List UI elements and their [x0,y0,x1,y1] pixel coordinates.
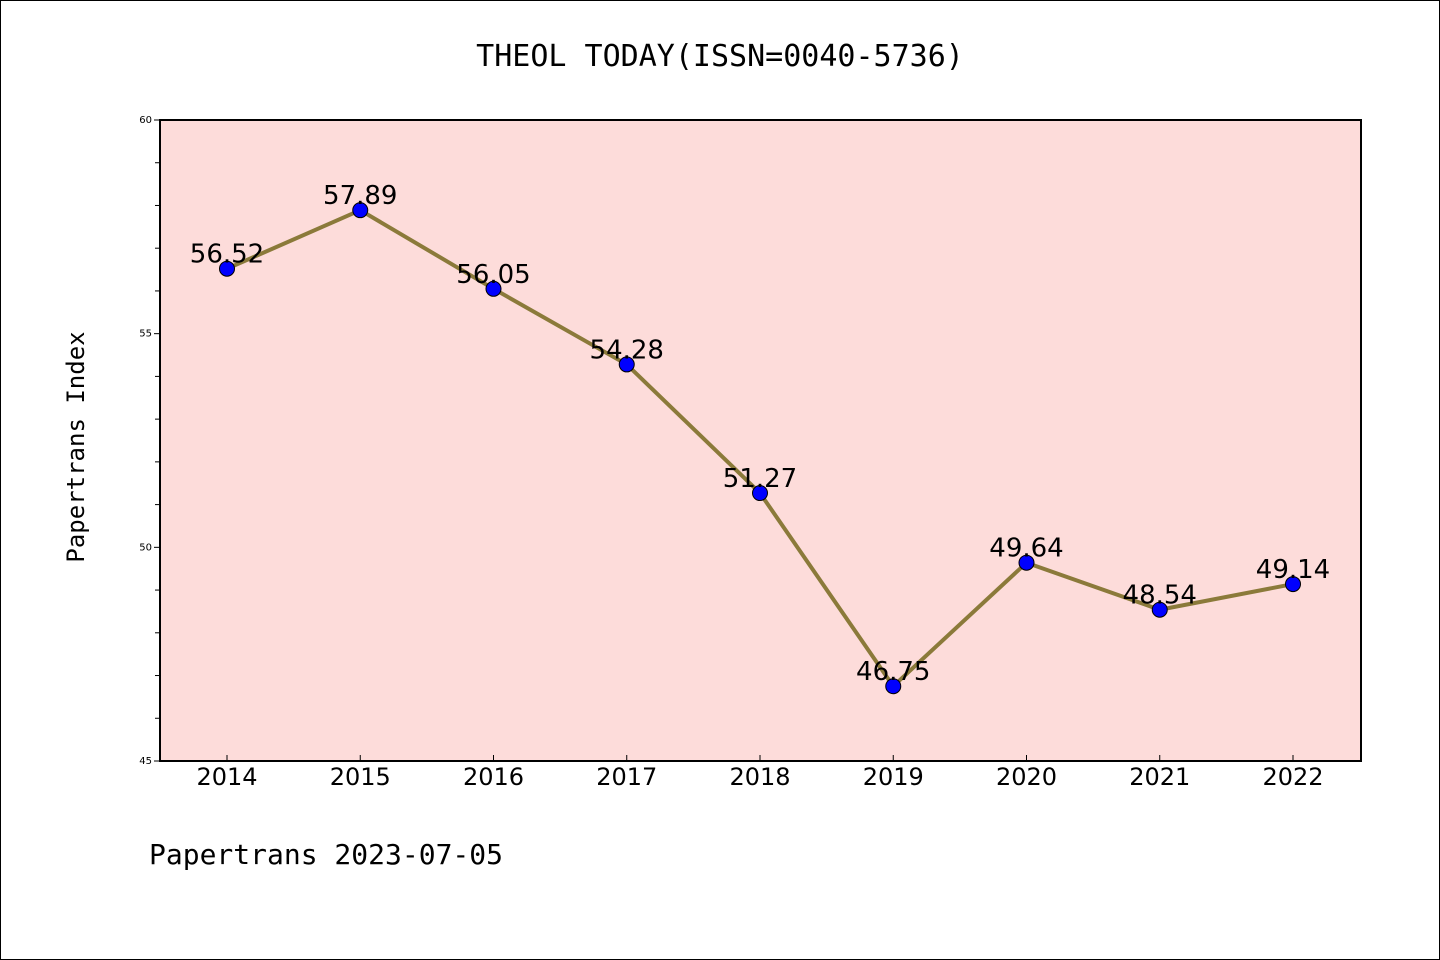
y-axis-label: Papertrans Index [62,331,90,562]
x-tick-label: 2015 [330,763,391,791]
y-tick-label: 45 [139,756,152,767]
data-point-marker [219,260,235,277]
data-point-marker [752,485,768,502]
data-label: 54.28 [590,335,664,365]
data-label: 49.64 [989,534,1063,564]
x-tick-label: 2014 [196,763,257,791]
data-point-marker [885,678,902,695]
data-label: 46.75 [856,657,930,687]
x-tick-label: 2021 [1129,763,1190,791]
data-point-marker [1285,576,1301,593]
data-label: 49.14 [1256,555,1330,585]
data-point-marker [352,202,369,219]
footer-text: Papertrans 2023-07-05 [149,838,503,871]
data-label: 56.52 [190,240,264,270]
axis-ticks: 45 50 55 60 2014 2015 2016 2017 2018 2019 2020 2021… [139,115,1323,791]
y-tick-label: 50 [139,542,152,553]
data-point-marker [618,356,635,373]
x-tick-label: 2018 [729,763,790,791]
data-point-marker [1018,554,1035,571]
x-tick-label: 2020 [996,763,1057,791]
x-tick-label: 2016 [463,763,524,791]
data-labels: 56.52 57.89 56.05 54.28 51.27 46.75 49.64 48.54… [190,181,1330,687]
x-tick-label: 2022 [1262,763,1323,791]
data-label: 57.89 [323,181,397,211]
y-tick-label: 55 [139,329,152,340]
data-point-marker [485,280,502,297]
y-tick-label: 60 [139,115,152,126]
data-label: 56.05 [456,260,530,290]
x-tick-label: 2017 [596,763,657,791]
plot-area [159,119,1362,762]
x-tick-label: 2019 [863,763,924,791]
data-point-marker [1151,601,1168,618]
data-points [219,202,1301,695]
chart-title: THEOL TODAY(ISSN=0040-5736) [476,39,964,74]
data-label: 51.27 [723,464,797,494]
data-label: 48.54 [1123,581,1197,611]
